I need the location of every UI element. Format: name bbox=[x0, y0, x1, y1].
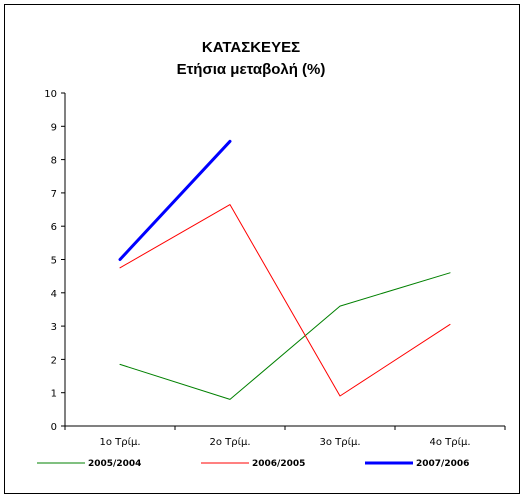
y-tick-label: 1 bbox=[51, 389, 57, 400]
legend-label: 2006/2005 bbox=[252, 459, 305, 469]
y-tick-label: 0 bbox=[51, 422, 57, 433]
x-tick-label: 1ο Τρίμ. bbox=[99, 436, 140, 448]
series-line-2007-2006 bbox=[118, 139, 232, 261]
legend-label: 2005/2004 bbox=[88, 459, 141, 469]
y-tick-label: 2 bbox=[51, 355, 57, 366]
y-tick-label: 5 bbox=[51, 256, 57, 267]
x-tick-label: 4ο Τρίμ. bbox=[429, 436, 470, 448]
y-tick-label: 10 bbox=[44, 89, 57, 100]
y-tick-label: 9 bbox=[51, 122, 57, 133]
chart-frame: ΚΑΤΑΣΚΕΥΕΣ Ετήσια μεταβολή (%) 0 1 2 3 4 5 6 7 8… bbox=[4, 4, 520, 494]
y-tick-label: 6 bbox=[51, 222, 57, 233]
y-tick-label: 3 bbox=[51, 322, 57, 333]
legend-label: 2007/2006 bbox=[416, 459, 469, 469]
chart-subtitle: Ετήσια μεταβολή (%) bbox=[177, 61, 326, 78]
y-tick-label: 4 bbox=[51, 289, 57, 300]
series-line-2005-2004 bbox=[119, 272, 451, 400]
x-tick-label: 2ο Τρίμ. bbox=[209, 436, 250, 448]
x-tick-label: 3ο Τρίμ. bbox=[319, 436, 360, 448]
line-chart: ΚΑΤΑΣΚΕΥΕΣ Ετήσια μεταβολή (%) 0 1 2 3 4 5 6 7 8… bbox=[37, 39, 506, 469]
series-line-2006-2005 bbox=[119, 204, 451, 397]
chart-title: ΚΑΤΑΣΚΕΥΕΣ bbox=[202, 39, 300, 56]
y-tick-label: 7 bbox=[51, 189, 57, 200]
axes: 0 1 2 3 4 5 6 7 8 9 10 1ο Τρίμ. 2ο Τρίμ. 3ο Τρίμ. 4ο Τ… bbox=[44, 89, 506, 448]
legend: 2005/2004 2006/2005 2007/2006 bbox=[37, 459, 469, 469]
y-tick-label: 8 bbox=[51, 156, 57, 167]
series-lines bbox=[118, 139, 451, 400]
